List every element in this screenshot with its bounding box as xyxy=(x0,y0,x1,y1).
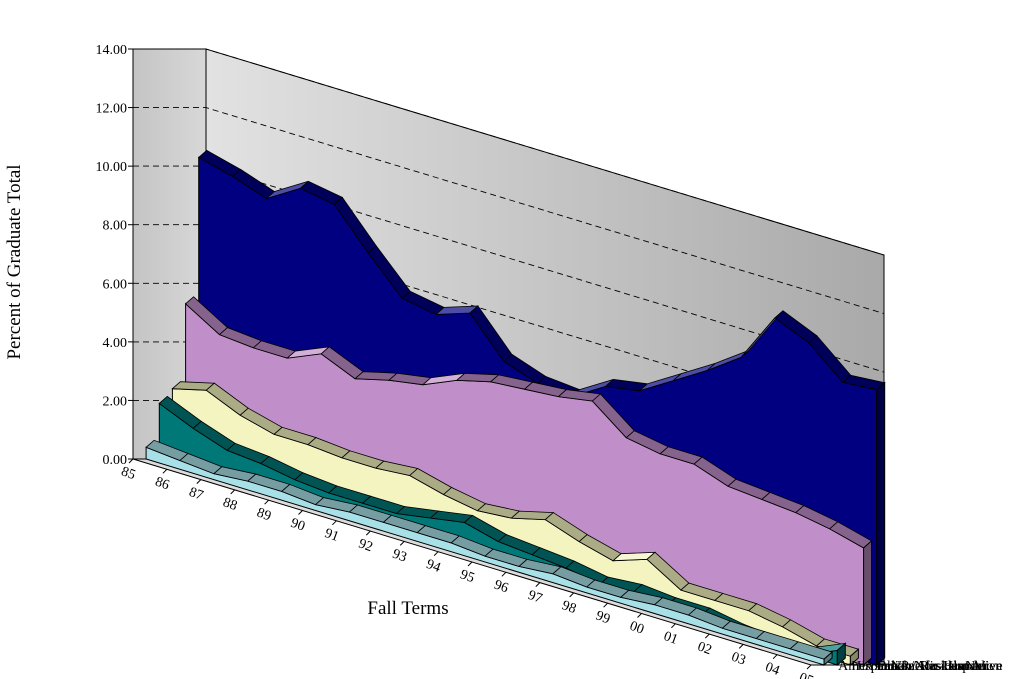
series-label: Asian/Pacific Islander xyxy=(864,659,988,674)
x-tick-label: 94 xyxy=(424,557,442,576)
x-tick-label: 98 xyxy=(560,598,578,617)
x-tick-label: 91 xyxy=(322,526,340,545)
gridline xyxy=(133,48,885,256)
x-tick-label: 04 xyxy=(763,660,781,679)
series-asian-pacific-islander xyxy=(171,381,860,667)
x-tick-label: 90 xyxy=(289,516,307,535)
series-end-cap xyxy=(876,381,886,667)
x-tick-mark xyxy=(230,489,236,495)
x-axis-title: Fall Terms xyxy=(367,598,448,619)
x-tick-mark xyxy=(738,644,744,649)
y-axis-title: Percent of Graduate Total xyxy=(4,164,25,359)
series-label: Black/Non-Hispanic xyxy=(878,659,993,674)
y-tick-label: 4.00 xyxy=(103,336,128,351)
gridline xyxy=(133,107,885,315)
series-amer-indian-alaskan-native xyxy=(145,439,833,667)
series-layer xyxy=(145,149,886,667)
x-tick-mark xyxy=(162,468,168,474)
x-tick-label: 86 xyxy=(153,475,171,494)
x-tick-mark xyxy=(399,541,405,546)
x-tick-label: 05 xyxy=(797,670,815,679)
series-end-cap xyxy=(836,642,846,667)
x-tick-mark xyxy=(603,602,608,608)
x-tick-mark xyxy=(128,458,134,464)
x-tick-mark xyxy=(637,613,642,618)
x-tick-mark xyxy=(264,499,269,505)
y-tick-label: 6.00 xyxy=(103,277,128,292)
x-tick-mark xyxy=(298,510,303,515)
x-tick-mark xyxy=(467,561,473,567)
y-tick-label: 8.00 xyxy=(103,219,128,234)
x-tick-mark xyxy=(501,571,507,577)
series-end-cap xyxy=(823,650,833,667)
y-tick-label: 0.00 xyxy=(103,453,128,468)
x-tick-label: 00 xyxy=(628,619,646,638)
x-tick-mark xyxy=(332,520,337,526)
x-tick-label: 96 xyxy=(492,578,510,597)
x-tick-mark xyxy=(671,623,676,629)
y-tick-label: 10.00 xyxy=(96,160,128,175)
x-tick-mark xyxy=(433,551,439,557)
x-tick-label: 89 xyxy=(255,505,273,524)
x-tick-label: 88 xyxy=(221,495,239,514)
x-tick-mark xyxy=(365,530,371,536)
series-black-non-hispanic xyxy=(184,296,873,667)
series-end-cap xyxy=(863,539,873,667)
x-tick-label: 97 xyxy=(526,588,544,607)
x-tick-label: 87 xyxy=(187,485,205,504)
x-tick-mark xyxy=(196,479,202,484)
x-tick-mark xyxy=(806,664,812,670)
series-label: Non-Resident Alien xyxy=(891,659,1003,674)
y-tick-label: 14.00 xyxy=(96,43,128,58)
y-tick-label: 2.00 xyxy=(103,394,128,409)
y-tick-label: 12.00 xyxy=(96,102,128,117)
x-tick-label: 95 xyxy=(458,567,476,586)
axes-layer: 0.00 2.00 4.00 6.00 8.00 10.00 12.00 14.00 85 86 8… xyxy=(96,43,1003,679)
x-tick-label: 99 xyxy=(594,608,612,627)
x-tick-label: 85 xyxy=(119,464,137,483)
x-tick-mark xyxy=(569,592,575,598)
series-label: Amer. Indian/Alaskan Native xyxy=(838,659,1002,674)
x-tick-mark xyxy=(772,654,778,660)
x-tick-mark xyxy=(535,582,541,587)
series-label: Hispanic xyxy=(851,659,901,674)
x-tick-label: 03 xyxy=(729,650,747,669)
series-end-cap xyxy=(849,648,859,667)
x-tick-mark xyxy=(704,633,710,639)
x-tick-label: 02 xyxy=(695,639,713,658)
x-tick-label: 93 xyxy=(390,547,408,566)
x-tick-label: 01 xyxy=(661,629,679,648)
x-tick-label: 92 xyxy=(356,536,374,555)
